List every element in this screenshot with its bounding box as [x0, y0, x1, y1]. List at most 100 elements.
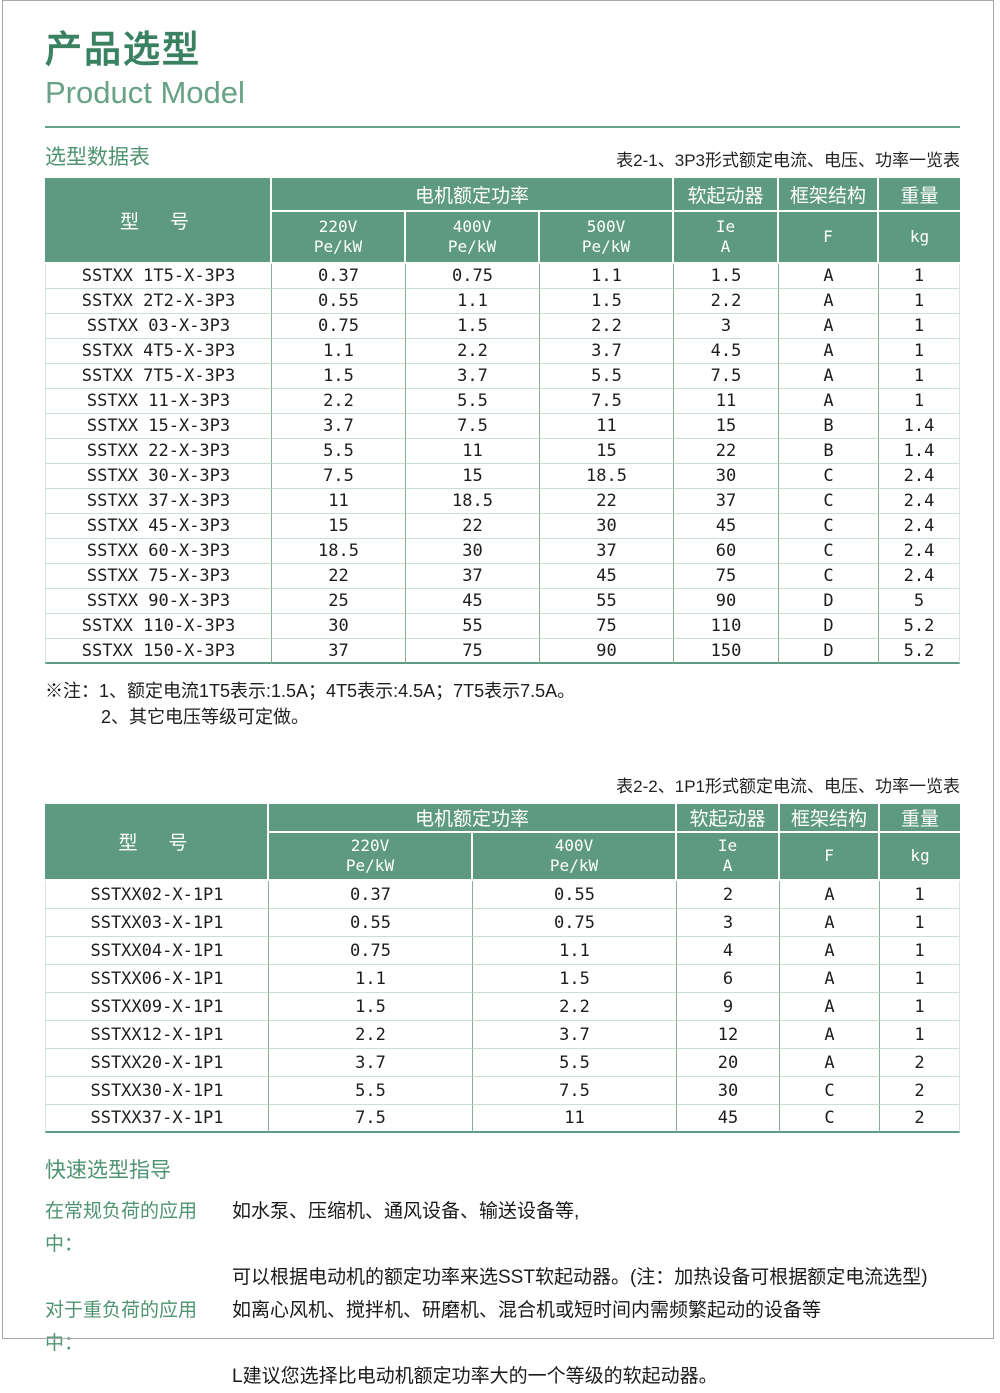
table-cell: A — [780, 937, 881, 965]
table-cell: 0.75 — [272, 314, 406, 339]
table-cell: 55 — [540, 589, 674, 614]
col-header-frame: 框架结构 — [780, 804, 881, 833]
table-cell: 1.1 — [540, 264, 674, 289]
table-cell: SSTXX37-X-1P1 — [45, 1105, 269, 1133]
table-cell: 45 — [406, 589, 540, 614]
table-cell: 11 — [540, 414, 674, 439]
table-row: SSTXX 03-X-3P3 0.75 1.5 2.2 3 A 1 — [45, 314, 960, 339]
col-header-weight: 重量 — [879, 178, 960, 212]
table-row: SSTXX 75-X-3P3 22 37 45 75 C 2.4 — [45, 564, 960, 589]
table-cell: C — [779, 514, 879, 539]
table-cell: 0.75 — [406, 264, 540, 289]
table-cell: SSTXX 03-X-3P3 — [45, 314, 272, 339]
table2-body: SSTXX02-X-1P1 0.37 0.55 2 A 1 SSTXX03-X-1P1 0.5… — [45, 881, 961, 1133]
table-cell: SSTXX 75-X-3P3 — [45, 564, 272, 589]
table-cell: 1 — [880, 1021, 961, 1049]
table-cell: 2.4 — [879, 489, 960, 514]
col-header-frame: 框架结构 — [779, 178, 879, 212]
table-cell: 15 — [540, 439, 674, 464]
subheader-220v-unit: Pe/kW — [345, 856, 395, 875]
table-cell: 1.4 — [879, 414, 960, 439]
table-cell: 30 — [540, 514, 674, 539]
page-title: 产品选型 — [45, 29, 201, 70]
subheader-f: F — [779, 212, 879, 264]
subheader-ie-unit: A — [720, 237, 731, 256]
table-cell: 5.5 — [540, 364, 674, 389]
table-cell: 60 — [674, 539, 779, 564]
table-cell: A — [779, 264, 879, 289]
col-header-soft-starter: 软起动器 — [674, 178, 779, 212]
table-cell: 1.5 — [406, 314, 540, 339]
table-row: SSTXX 22-X-3P3 5.5 11 15 22 B 1.4 — [45, 439, 960, 464]
table-row: SSTXX 37-X-3P3 11 18.5 22 37 C 2.4 — [45, 489, 960, 514]
section-heading-selection-data: 选型数据表 — [45, 146, 150, 169]
table-cell: 90 — [674, 589, 779, 614]
table-cell: 6 — [677, 965, 781, 993]
table-cell: 2.2 — [674, 289, 779, 314]
table-cell: C — [780, 1077, 881, 1105]
table1-caption: 表2-1、3P3形式额定电流、电压、功率一览表 — [616, 151, 960, 170]
table-cell: A — [780, 1049, 881, 1077]
table-cell: 3.7 — [269, 1049, 473, 1077]
table-cell: 2 — [677, 881, 781, 909]
table-cell: 9 — [677, 993, 781, 1021]
table-cell: 5.5 — [473, 1049, 678, 1077]
col-header-weight: 重量 — [880, 804, 961, 833]
table-cell: 2 — [880, 1105, 961, 1133]
table-cell: 1 — [880, 965, 961, 993]
table-cell: 5.5 — [406, 389, 540, 414]
note-line-1: ※注：1、额定电流1T5表示:1.5A；4T5表示:4.5A；7T5表示7.5A… — [45, 681, 576, 701]
table-cell: 15 — [272, 514, 406, 539]
table-row: SSTXX30-X-1P1 5.5 7.5 30 C 2 — [45, 1077, 961, 1105]
table-row: SSTXX 11-X-3P3 2.2 5.5 7.5 11 A 1 — [45, 389, 960, 414]
table-cell: SSTXX30-X-1P1 — [45, 1077, 269, 1105]
table-cell: 0.55 — [269, 909, 473, 937]
table-cell: 18.5 — [406, 489, 540, 514]
table-cell: 2 — [880, 1077, 961, 1105]
table-cell: 90 — [540, 639, 674, 664]
table-cell: 3 — [674, 314, 779, 339]
subheader-500v: 500V Pe/kW — [540, 212, 674, 264]
table-row: SSTXX 110-X-3P3 30 55 75 110 D 5.2 — [45, 614, 960, 639]
table-cell: D — [779, 639, 879, 664]
table-cell: A — [779, 389, 879, 414]
subheader-ie: Ie A — [674, 212, 779, 264]
table-cell: 30 — [677, 1077, 781, 1105]
table-row: SSTXX20-X-1P1 3.7 5.5 20 A 2 — [45, 1049, 961, 1077]
table-cell: A — [780, 965, 881, 993]
table-row: SSTXX 1T5-X-3P3 0.37 0.75 1.1 1.5 A 1 — [45, 264, 960, 289]
table-cell: 75 — [406, 639, 540, 664]
table-cell: 3.7 — [473, 1021, 678, 1049]
subheader-400v: 400V Pe/kW — [473, 833, 678, 881]
table-cell: SSTXX12-X-1P1 — [45, 1021, 269, 1049]
table-cell: C — [779, 489, 879, 514]
table-cell: 1 — [879, 389, 960, 414]
table-cell: 5.5 — [269, 1077, 473, 1105]
table-cell: SSTXX 22-X-3P3 — [45, 439, 272, 464]
guide-text-heavy-load-2: L建议您选择比电动机额定功率大的一个等级的软起动器。 — [232, 1366, 718, 1387]
quick-guide: 在常规负荷的应用中： 如水泵、压缩机、通风设备、输送设备等, 可以根据电动机的额… — [45, 1195, 960, 1393]
table-cell: A — [780, 1021, 881, 1049]
table-row: SSTXX37-X-1P1 7.5 11 45 C 2 — [45, 1105, 961, 1133]
table-row: SSTXX 2T2-X-3P3 0.55 1.1 1.5 2.2 A 1 — [45, 289, 960, 314]
table-cell: SSTXX 37-X-3P3 — [45, 489, 272, 514]
table-cell: C — [779, 564, 879, 589]
table-row: SSTXX 45-X-3P3 15 22 30 45 C 2.4 — [45, 514, 960, 539]
table-cell: 5.2 — [879, 639, 960, 664]
section-heading-quick-guide: 快速选型指导 — [45, 1159, 171, 1182]
col-header-soft-starter: 软起动器 — [677, 804, 781, 833]
table-cell: 30 — [674, 464, 779, 489]
guide-label-spacer — [45, 1360, 232, 1393]
table-cell: 12 — [677, 1021, 781, 1049]
title-divider — [45, 126, 960, 128]
table-cell: 15 — [406, 464, 540, 489]
col-header-model: 型 号 — [45, 804, 269, 881]
table-cell: SSTXX 15-X-3P3 — [45, 414, 272, 439]
subheader-400v: 400V Pe/kW — [406, 212, 540, 264]
table-cell: 11 — [674, 389, 779, 414]
table-cell: 20 — [677, 1049, 781, 1077]
guide-label-spacer — [45, 1261, 232, 1294]
table-cell: D — [779, 589, 879, 614]
subheader-ie-symbol: Ie — [717, 836, 738, 855]
